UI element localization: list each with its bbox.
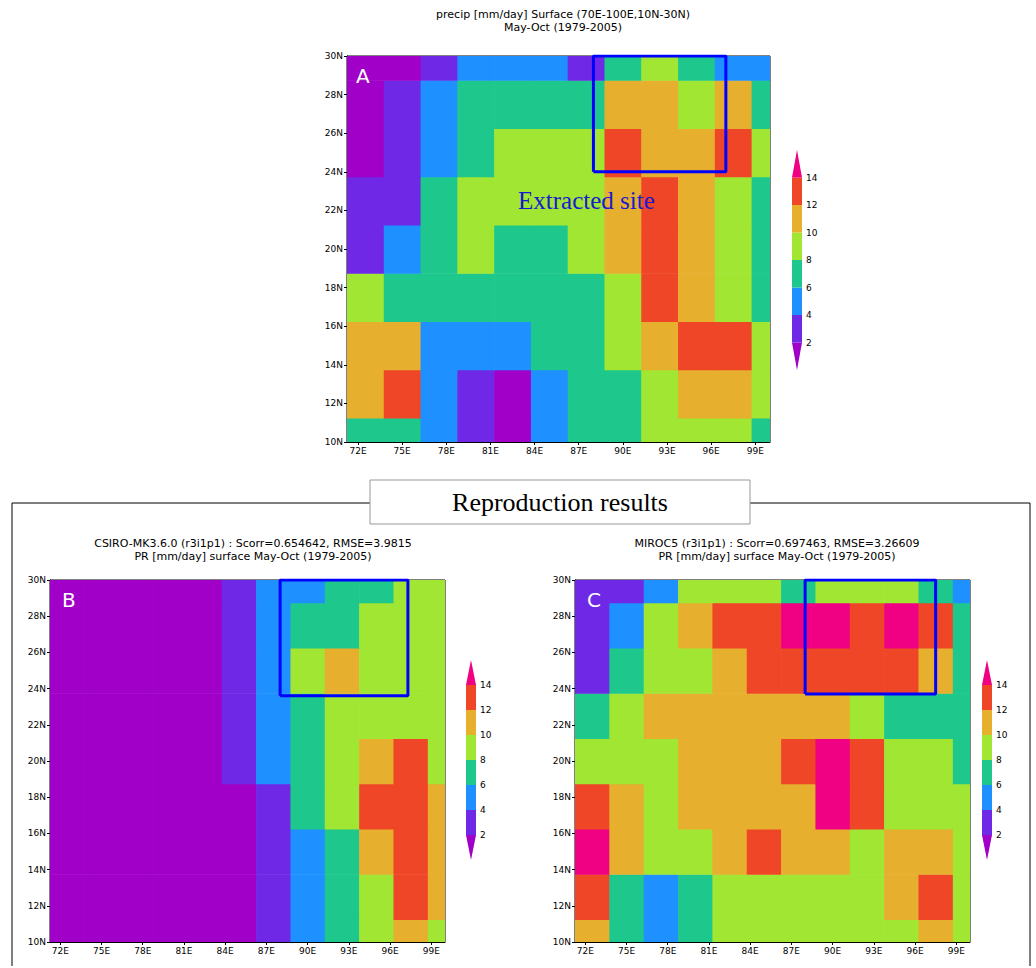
svg-text:Reproduction results: Reproduction results (452, 488, 668, 517)
svg-text:2: 2 (480, 830, 486, 840)
svg-text:12: 12 (806, 200, 817, 210)
svg-text:28N: 28N (28, 611, 46, 621)
svg-text:20N: 20N (553, 756, 571, 766)
svg-text:B: B (62, 588, 76, 612)
svg-text:CSIRO-MK3.6.0 (r3i1p1) : Scorr: CSIRO-MK3.6.0 (r3i1p1) : Scorr=0.654642,… (94, 537, 412, 550)
svg-text:99E: 99E (423, 946, 440, 956)
svg-text:14N: 14N (28, 865, 46, 875)
svg-text:75E: 75E (394, 446, 411, 456)
svg-text:84E: 84E (526, 446, 543, 456)
svg-text:72E: 72E (349, 446, 366, 456)
svg-text:75E: 75E (93, 946, 110, 956)
svg-text:16N: 16N (553, 828, 571, 838)
svg-text:78E: 78E (134, 946, 151, 956)
svg-text:8: 8 (996, 755, 1002, 765)
svg-text:16N: 16N (325, 321, 343, 331)
svg-text:24N: 24N (553, 684, 571, 694)
svg-text:4: 4 (480, 805, 486, 815)
svg-text:20N: 20N (325, 244, 343, 254)
svg-text:28N: 28N (553, 611, 571, 621)
svg-text:6: 6 (480, 780, 486, 790)
svg-text:93E: 93E (340, 946, 357, 956)
svg-text:10N: 10N (325, 437, 343, 447)
svg-text:99E: 99E (747, 446, 764, 456)
svg-text:26N: 26N (28, 647, 46, 657)
svg-text:12: 12 (480, 705, 491, 715)
svg-text:72E: 72E (52, 946, 69, 956)
svg-text:96E: 96E (906, 946, 923, 956)
svg-text:87E: 87E (258, 946, 275, 956)
svg-text:84E: 84E (217, 946, 234, 956)
svg-text:90E: 90E (824, 946, 841, 956)
svg-text:14: 14 (996, 680, 1008, 690)
svg-text:Extracted site: Extracted site (518, 187, 655, 214)
svg-text:22N: 22N (553, 720, 571, 730)
svg-text:4: 4 (996, 805, 1002, 815)
svg-text:24N: 24N (28, 684, 46, 694)
svg-text:96E: 96E (381, 946, 398, 956)
svg-text:72E: 72E (577, 946, 594, 956)
svg-text:12N: 12N (553, 901, 571, 911)
svg-text:12N: 12N (28, 901, 46, 911)
svg-text:26N: 26N (553, 647, 571, 657)
svg-text:10N: 10N (28, 937, 46, 947)
svg-text:precip [mm/day] Surface (70E-1: precip [mm/day] Surface (70E-100E,10N-30… (436, 8, 690, 21)
svg-text:30N: 30N (28, 575, 46, 585)
svg-text:10: 10 (996, 730, 1008, 740)
svg-text:99E: 99E (948, 946, 965, 956)
svg-text:81E: 81E (482, 446, 499, 456)
svg-text:16N: 16N (28, 828, 46, 838)
svg-text:81E: 81E (175, 946, 192, 956)
svg-text:22N: 22N (325, 205, 343, 215)
svg-text:8: 8 (480, 755, 486, 765)
svg-text:84E: 84E (742, 946, 759, 956)
svg-text:10: 10 (480, 730, 492, 740)
svg-text:96E: 96E (703, 446, 720, 456)
svg-text:26N: 26N (325, 128, 343, 138)
svg-text:20N: 20N (28, 756, 46, 766)
svg-text:10: 10 (806, 228, 818, 238)
svg-text:28N: 28N (325, 90, 343, 100)
svg-text:78E: 78E (659, 946, 676, 956)
svg-text:MIROC5 (r3i1p1) : Scorr=0.6974: MIROC5 (r3i1p1) : Scorr=0.697463, RMSE=3… (634, 537, 919, 550)
svg-text:PR [mm/day] surface May-Oct (1: PR [mm/day] surface May-Oct (1979-2005) (134, 550, 371, 563)
svg-text:12: 12 (996, 705, 1007, 715)
svg-text:12N: 12N (325, 398, 343, 408)
svg-text:6: 6 (806, 283, 812, 293)
svg-text:93E: 93E (865, 946, 882, 956)
svg-text:78E: 78E (438, 446, 455, 456)
svg-text:4: 4 (806, 310, 812, 320)
svg-text:22N: 22N (28, 720, 46, 730)
svg-text:14N: 14N (325, 360, 343, 370)
svg-text:C: C (587, 588, 601, 612)
svg-text:2: 2 (806, 338, 812, 348)
svg-text:90E: 90E (299, 946, 316, 956)
svg-text:14: 14 (806, 173, 818, 183)
svg-text:8: 8 (806, 255, 812, 265)
svg-text:PR [mm/day] surface May-Oct (1: PR [mm/day] surface May-Oct (1979-2005) (658, 550, 895, 563)
svg-text:75E: 75E (618, 946, 635, 956)
svg-text:18N: 18N (553, 792, 571, 802)
svg-text:18N: 18N (325, 283, 343, 293)
svg-text:93E: 93E (658, 446, 675, 456)
svg-text:14: 14 (480, 680, 492, 690)
svg-text:81E: 81E (700, 946, 717, 956)
svg-text:87E: 87E (570, 446, 587, 456)
svg-text:10N: 10N (553, 937, 571, 947)
svg-text:24N: 24N (325, 167, 343, 177)
svg-text:87E: 87E (783, 946, 800, 956)
svg-text:14N: 14N (553, 865, 571, 875)
svg-text:2: 2 (996, 830, 1002, 840)
svg-text:May-Oct (1979-2005): May-Oct (1979-2005) (504, 21, 622, 34)
svg-text:18N: 18N (28, 792, 46, 802)
svg-text:30N: 30N (553, 575, 571, 585)
svg-text:A: A (356, 64, 370, 88)
svg-text:30N: 30N (325, 51, 343, 61)
svg-text:6: 6 (996, 780, 1002, 790)
svg-text:90E: 90E (614, 446, 631, 456)
